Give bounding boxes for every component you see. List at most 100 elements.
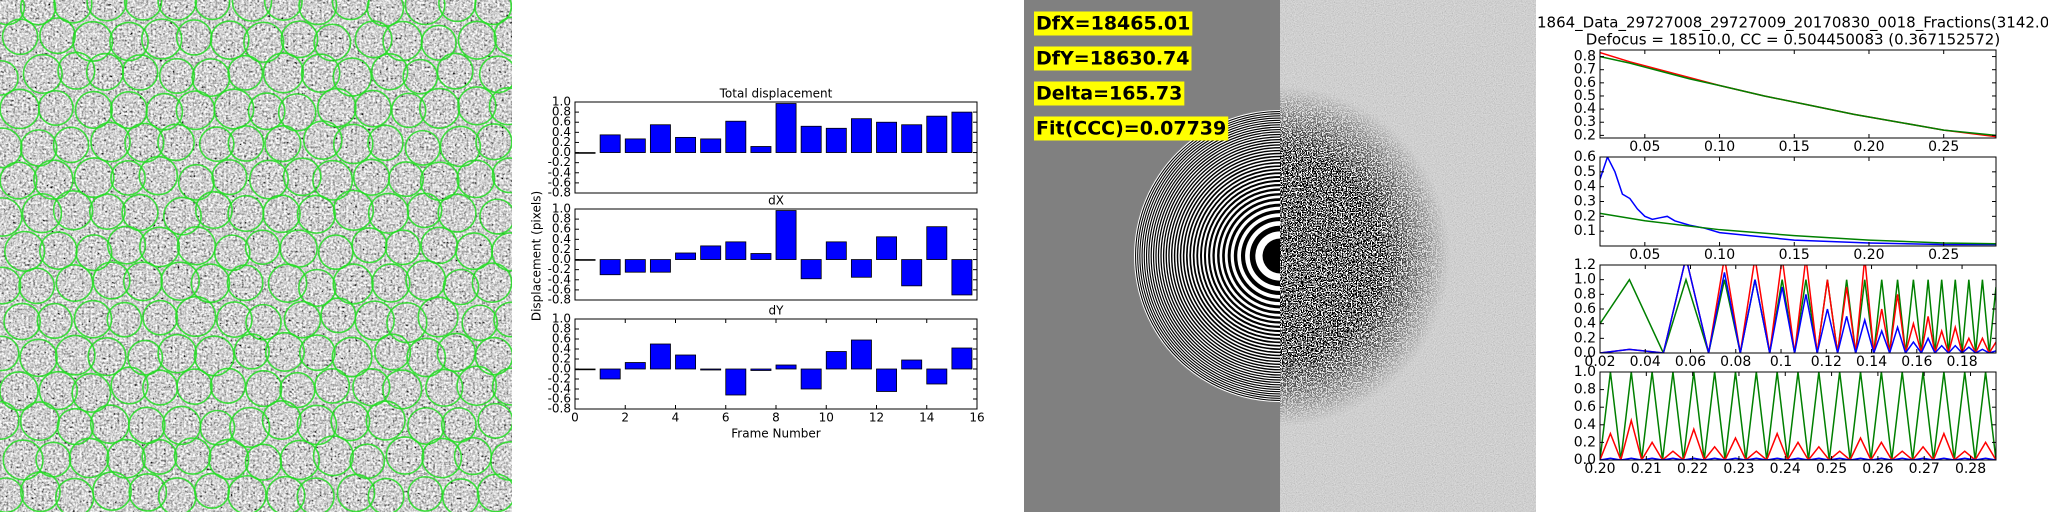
pick-circle <box>226 264 264 302</box>
y-tick-label: 0.2 <box>1574 434 1596 450</box>
bar <box>649 124 671 153</box>
x-tick-label: 0.08 <box>1720 354 1751 370</box>
bar <box>800 368 822 390</box>
pick-circle <box>336 473 376 512</box>
pick-circle <box>122 261 163 302</box>
axes-frame <box>1599 264 1997 354</box>
bar <box>951 259 973 296</box>
x-tick-label: 4 <box>672 411 680 425</box>
bar <box>624 362 646 370</box>
ctf-label: Delta=165.73 <box>1036 83 1182 105</box>
y-tick-label: -0.2 <box>548 262 571 276</box>
pick-circle <box>332 123 374 165</box>
pick-circle <box>479 198 512 235</box>
bar <box>876 121 898 153</box>
pick-circle <box>176 368 213 405</box>
y-tick-label: -0.4 <box>548 382 571 396</box>
ring <box>1262 238 1280 274</box>
pick-circle <box>404 0 446 26</box>
pick-circle <box>109 21 149 62</box>
bar <box>901 259 923 287</box>
pick-circle <box>175 295 217 338</box>
y-tick-label: 0.2 <box>1574 330 1596 346</box>
y-tick-label: 0.0 <box>552 362 571 376</box>
x-tick-label: 0.22 <box>1677 461 1708 477</box>
y-tick-label: 0.0 <box>552 252 571 266</box>
bar <box>649 259 671 273</box>
pick-circle <box>209 20 250 60</box>
pick-circle <box>0 60 19 96</box>
pick-circle <box>491 367 512 406</box>
y-tick-label: 1.0 <box>1574 272 1596 288</box>
bar <box>575 259 596 261</box>
bar <box>750 253 772 260</box>
y-tick-label: 0.4 <box>1574 179 1596 195</box>
x-tick-label: 8 <box>772 411 780 425</box>
bar <box>825 241 847 260</box>
pick-circle <box>312 159 354 201</box>
x-tick-label: 0.25 <box>1928 247 1959 263</box>
pick-circle <box>390 92 427 129</box>
pick-circle <box>262 194 301 234</box>
pick-circle <box>0 266 22 305</box>
bar <box>876 236 898 260</box>
pick-circle <box>263 0 303 21</box>
series-line <box>1600 157 1996 246</box>
ctf-rings <box>1134 110 1280 402</box>
pick-circle <box>121 54 159 91</box>
axes-title: Total displacement <box>719 87 833 101</box>
pick-circle <box>367 124 404 162</box>
bar <box>700 245 722 260</box>
pick-circle <box>229 406 271 449</box>
pick-circle <box>110 159 146 196</box>
pick-circle <box>87 337 127 377</box>
bar <box>926 368 948 385</box>
y-tick-label: -0.6 <box>548 392 571 406</box>
pick-circle <box>145 92 184 131</box>
pick-circle <box>128 472 168 512</box>
y-tick-label: 0.8 <box>552 322 571 336</box>
pick-circle <box>52 189 94 231</box>
x-tick-label: 0.24 <box>1770 461 1801 477</box>
pick-circle <box>19 401 60 442</box>
bar <box>725 120 747 153</box>
y-tick-label: 0.8 <box>1574 49 1596 65</box>
pick-circle <box>53 0 93 24</box>
pick-circle <box>456 159 496 199</box>
bar <box>599 134 621 153</box>
pick-circle <box>106 301 143 338</box>
axes-frame <box>574 318 978 410</box>
pick-circle <box>314 367 351 404</box>
pick-circle <box>370 53 409 91</box>
x-tick-label: 16 <box>969 411 984 425</box>
label-box <box>1034 46 1192 71</box>
pick-circle <box>141 438 178 475</box>
pick-circle <box>354 20 393 59</box>
pick-circle <box>300 53 341 94</box>
plot-area <box>575 103 973 154</box>
bar <box>901 124 923 153</box>
pick-circle <box>437 193 477 233</box>
pick-circle <box>52 126 90 164</box>
bar <box>649 343 671 370</box>
x-tick-label: 0.15 <box>1779 247 1810 263</box>
y-tick-label: 0.5 <box>1574 88 1596 104</box>
bar <box>575 368 596 371</box>
pick-circle <box>18 267 56 305</box>
ctf-label: DfX=18465.01 <box>1036 13 1190 35</box>
pick-circle <box>407 406 446 446</box>
pick-circle <box>123 0 163 21</box>
x-tick-label: 0.27 <box>1909 461 1940 477</box>
y-tick-label: -0.2 <box>548 372 571 386</box>
pick-circle <box>19 338 58 378</box>
pick-circle <box>474 336 512 376</box>
pick-circle <box>0 477 24 512</box>
bar <box>926 115 948 153</box>
pick-circle <box>374 333 412 371</box>
axes-frame <box>574 101 978 194</box>
x-tick-label: 12 <box>869 411 884 425</box>
pick-circle <box>298 268 337 307</box>
y-tick-label: -0.6 <box>548 282 571 296</box>
x-tick-label: 0.06 <box>1675 354 1706 370</box>
y-tick-label: 0.8 <box>1574 382 1596 398</box>
